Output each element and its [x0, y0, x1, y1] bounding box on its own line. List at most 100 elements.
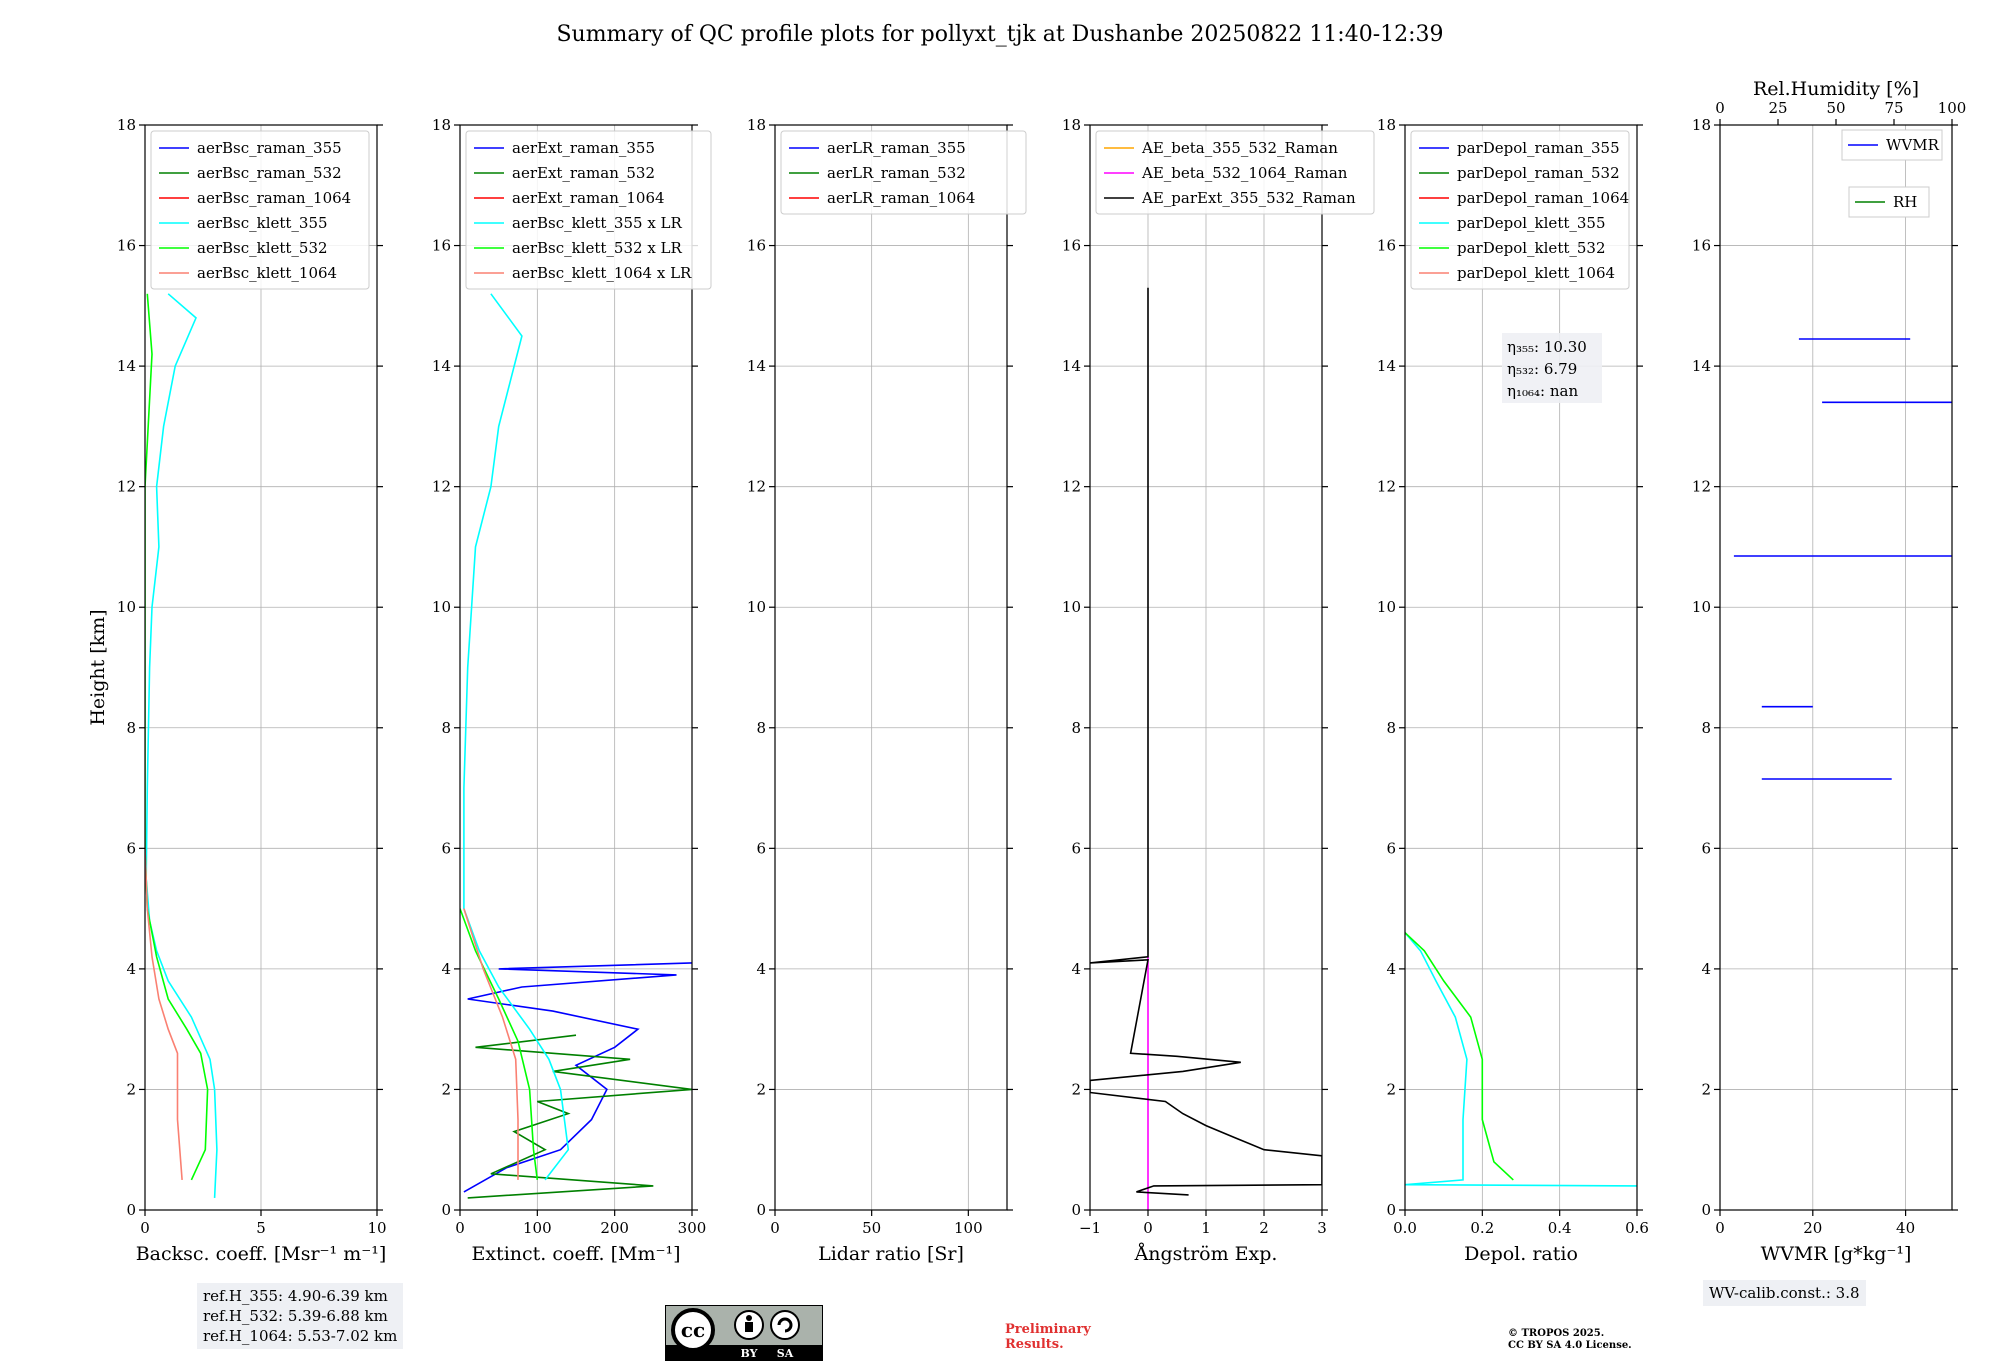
legend-entry: parDepol_raman_1064 [1457, 189, 1629, 207]
legend-entry: parDepol_klett_532 [1457, 239, 1606, 257]
top-x-tick-label: 100 [1938, 99, 1967, 117]
plot-area [1720, 125, 1952, 1210]
y-tick-label: 0 [441, 1201, 451, 1219]
top-x-tick-label: 25 [1768, 99, 1787, 117]
series-line-aerBsc_klett_532 [145, 293, 209, 1181]
license-sa-label: SA [777, 1347, 794, 1360]
x-tick-label: 0 [140, 1219, 150, 1237]
plot-area [460, 125, 692, 1210]
x-tick-label: 300 [678, 1219, 707, 1237]
panel-3: 0 2 4 6 8 10 12 14 16 18 0 50 100 Lidar ratio [Sr] aer… [747, 116, 1027, 1265]
y-tick-label: 18 [432, 116, 451, 134]
plot-area [775, 125, 1007, 1210]
x-axis-label: Backsc. coeff. [Msr⁻¹ m⁻¹] [136, 1243, 387, 1265]
y-tick-label: 6 [1701, 839, 1711, 857]
x-tick-label: 1 [1201, 1219, 1211, 1237]
panel-2: 0 2 4 6 8 10 12 14 16 18 0 100 200 300 Extinct. coeff.… [432, 116, 712, 1265]
legend-entry: aerExt_raman_355 [512, 139, 655, 157]
y-tick-label: 4 [1701, 960, 1711, 978]
legend-entry: aerBsc_klett_532 x LR [512, 239, 683, 257]
y-tick-label: 14 [1062, 357, 1081, 375]
y-tick-label: 16 [1062, 237, 1081, 255]
legend-entry: aerLR_raman_532 [827, 164, 966, 182]
legend-entry: aerExt_raman_1064 [512, 189, 665, 207]
copyright-line-1: © TROPOS 2025. [1508, 1328, 1605, 1339]
series-line-aerBsc_klett_1064 [145, 848, 183, 1180]
copyright-line-2: CC BY SA 4.0 License. [1508, 1340, 1632, 1351]
legend-entry: aerExt_raman_532 [512, 164, 655, 182]
y-tick-label: 8 [126, 719, 136, 737]
top-axis-label: Rel.Humidity [%] [1753, 78, 1919, 100]
legend-box [1410, 130, 1630, 290]
y-tick-label: 4 [1386, 960, 1396, 978]
legend-entry: aerBsc_klett_355 x LR [512, 214, 683, 232]
y-tick-label: 16 [1692, 237, 1711, 255]
y-tick-label: 8 [756, 719, 766, 737]
x-tick-label: 0.4 [1548, 1219, 1572, 1237]
eta-label: η₃₅₅: 10.30 [1507, 338, 1587, 356]
ref-heights-box: ref.H_355: 4.90-6.39 km ref.H_532: 5.39-… [197, 1283, 404, 1349]
top-x-tick-label: 75 [1884, 99, 1903, 117]
legend-entry: aerBsc_raman_532 [197, 164, 342, 182]
x-tick-label: 0.6 [1625, 1219, 1649, 1237]
series-layer [145, 293, 218, 1198]
y-tick-label: 8 [1071, 719, 1081, 737]
plot-frame [1404, 124, 1638, 1211]
y-tick-label: 18 [1062, 116, 1081, 134]
y-tick-label: 0 [126, 1201, 136, 1219]
y-tick-label: 6 [441, 839, 451, 857]
x-axis-label: Lidar ratio [Sr] [818, 1243, 964, 1265]
x-tick-label: 0.0 [1393, 1219, 1417, 1237]
legend-entry: WVMR [1886, 136, 1940, 154]
series-line-aerExt_raman_355 [463, 962, 692, 1193]
legend-entry: aerBsc_raman_1064 [197, 189, 351, 207]
y-tick-label: 8 [1701, 719, 1711, 737]
legend-entry: parDepol_raman_355 [1457, 139, 1620, 157]
preliminary-note: Preliminary Results. [1005, 1322, 1091, 1352]
legend-entry: aerLR_raman_355 [827, 139, 966, 157]
y-tick-label: 12 [1377, 478, 1396, 496]
eta-label: η₁₀₆₄: nan [1507, 382, 1578, 400]
legend-entry: aerBsc_klett_355 [197, 214, 328, 232]
legend-entry: parDepol_klett_355 [1457, 214, 1606, 232]
y-tick-label: 6 [126, 839, 136, 857]
legend-entry: aerBsc_klett_532 [197, 239, 328, 257]
y-tick-label: 0 [1071, 1201, 1081, 1219]
x-tick-label: 0 [770, 1219, 780, 1237]
y-tick-label: 4 [756, 960, 766, 978]
legend-entry: aerLR_raman_1064 [827, 189, 975, 207]
y-tick-label: 12 [1062, 478, 1081, 496]
panel-1: 0 2 4 6 8 10 12 14 16 18 0 5 10 Backsc. coeff. [Msr⁻¹… [117, 116, 387, 1265]
y-tick-label: 10 [432, 598, 451, 616]
y-tick-label: 8 [1386, 719, 1396, 737]
series-line-aerBsc_klett_355 [145, 293, 218, 1198]
legend-box [780, 130, 1027, 215]
plot-frame [144, 124, 378, 1211]
figure-title: Summary of QC profile plots for pollyxt_… [556, 22, 1444, 47]
top-x-tick-label: 50 [1826, 99, 1845, 117]
y-tick-label: 2 [756, 1080, 766, 1098]
y-tick-label: 10 [1692, 598, 1711, 616]
ref-height-1064: ref.H_1064: 5.53-7.02 km [203, 1327, 398, 1345]
x-tick-label: 20 [1803, 1219, 1822, 1237]
legend-entry: parDepol_raman_532 [1457, 164, 1620, 182]
legend-entry: aerBsc_klett_1064 [197, 264, 337, 282]
y-tick-label: 0 [1386, 1201, 1396, 1219]
panel-5: 0 2 4 6 8 10 12 14 16 18 0.0 0.2 0.4 0.6 Depol. ratio p… [1377, 116, 1649, 1265]
ref-height-355: ref.H_355: 4.90-6.39 km [203, 1287, 388, 1305]
y-tick-label: 0 [756, 1201, 766, 1219]
eta-label: η₅₃₂: 6.79 [1507, 360, 1577, 378]
ref-height-532: ref.H_532: 5.39-6.88 km [203, 1307, 388, 1325]
x-tick-label: 100 [954, 1219, 983, 1237]
x-axis-label: WVMR [g*kg⁻¹] [1761, 1243, 1912, 1265]
series-line-AE_parExt_355_532_Raman [1090, 287, 1322, 1196]
x-tick-label: 0 [1143, 1219, 1153, 1237]
y-tick-label: 14 [1377, 357, 1396, 375]
x-tick-label: 0 [1715, 1219, 1725, 1237]
legend-box [150, 130, 370, 290]
y-tick-label: 10 [1062, 598, 1081, 616]
x-tick-label: 100 [523, 1219, 552, 1237]
x-axis-label: Ångström Exp. [1134, 1243, 1278, 1265]
legend-entry: parDepol_klett_1064 [1457, 264, 1615, 282]
